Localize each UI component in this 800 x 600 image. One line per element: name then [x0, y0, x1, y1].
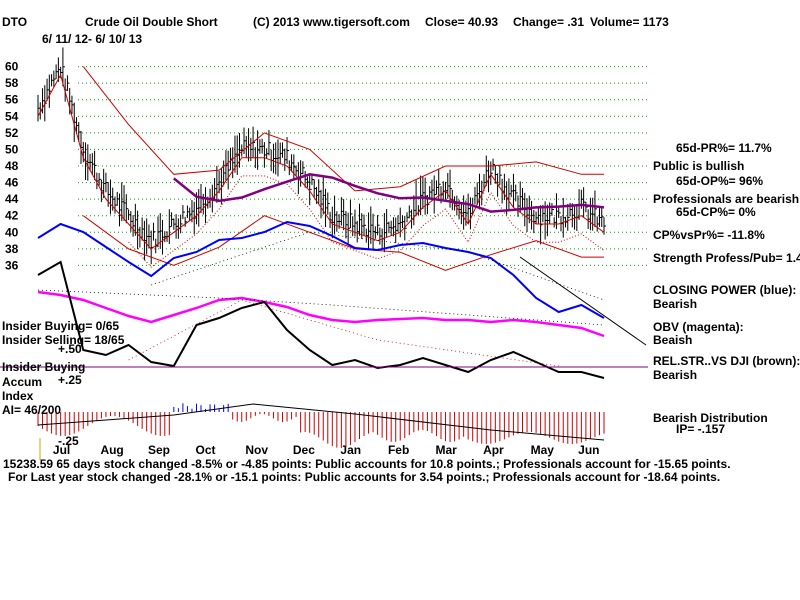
relative-strength-line: [37, 260, 605, 379]
y-tick-label: 52: [5, 126, 19, 140]
change-value: Change= .31: [513, 15, 585, 29]
trendline: [519, 256, 647, 346]
closing-power-line: [37, 220, 605, 319]
plus50-label: +.50: [58, 342, 82, 356]
short-band-line: [37, 73, 605, 250]
footer-lastyear: For Last year stock changed -28.1% or -1…: [8, 470, 721, 484]
x-tick-label: Aug: [100, 443, 123, 457]
close-value: Close= 40.93: [425, 15, 499, 29]
cpvspr-stat: CP%vsPr%= -11.8%: [653, 228, 765, 242]
x-tick-label: Jan: [340, 443, 361, 457]
stock-name: Crude Oil Double Short: [85, 15, 218, 29]
y-tick-label: 40: [5, 225, 19, 239]
x-tick-label: Apr: [483, 443, 504, 457]
minus25-label: -.25: [58, 434, 79, 448]
relstr-ma-line: [128, 299, 559, 367]
insider-buying-count: Insider Buying= 0/65: [2, 319, 120, 333]
ai-value: AI= 46/200: [2, 403, 62, 417]
y-tick-label: 46: [5, 176, 19, 190]
moving-average-line: [173, 173, 605, 213]
x-tick-label: Nov: [245, 443, 268, 457]
relstr-value: Bearish: [653, 368, 698, 382]
pr65-stat: 65d-PR%= 11.7%: [676, 141, 772, 155]
y-tick-label: 36: [5, 258, 19, 272]
insider-buying-label: Insider Buying: [2, 360, 86, 374]
x-tick-label: Mar: [436, 443, 458, 457]
cp-ma-line: [151, 231, 605, 301]
y-tick-label: 54: [5, 109, 19, 123]
volume-value: Volume= 1173: [590, 15, 669, 29]
x-tick-label: Jun: [578, 443, 599, 457]
y-tick-label: 60: [5, 60, 19, 74]
ip-value: IP= -.157: [676, 422, 726, 436]
strength-stat: Strength Profess/Pub= 1.4: [653, 251, 800, 265]
y-tick-label: 56: [5, 93, 19, 107]
copyright: (C) 2013 www.tigersoft.com: [253, 15, 410, 29]
ticker: DTO: [2, 15, 28, 29]
pro-status: Professionals are bearish: [653, 192, 800, 206]
public-status: Public is bullish: [653, 159, 745, 173]
obv-label: OBV (magenta):: [653, 320, 744, 334]
date-range: 6/ 11/ 12- 6/ 10/ 13: [42, 32, 143, 46]
obv-value: Beaish: [653, 333, 693, 347]
cp-label: CLOSING POWER (blue):: [653, 283, 797, 297]
obv-line: [37, 290, 605, 338]
x-tick-label: Oct: [196, 443, 216, 457]
y-tick-label: 58: [5, 76, 19, 90]
upper-band-line: [82, 66, 604, 192]
relstr-label: REL.STR..VS DJI (brown):: [653, 354, 800, 368]
x-tick-label: Feb: [388, 443, 409, 457]
y-tick-label: 38: [5, 242, 19, 256]
x-tick-label: Jul: [53, 443, 70, 457]
accum-label: Accum: [2, 375, 43, 389]
distribution-label: Bearish Distribution: [653, 411, 768, 425]
cp65-stat: 65d-CP%= 0%: [676, 205, 756, 219]
accum-ma-line: [37, 403, 605, 441]
x-tick-label: Sep: [148, 443, 170, 457]
x-tick-label: Dec: [293, 443, 315, 457]
y-tick-label: 48: [5, 159, 19, 173]
x-tick-label: May: [531, 443, 555, 457]
insider-selling-count: Insider Selling= 18/65: [2, 333, 125, 347]
y-tick-label: 42: [5, 209, 19, 223]
y-tick-label: 50: [5, 142, 19, 156]
y-tick-label: 44: [5, 192, 19, 206]
op65-stat: 65d-OP%= 96%: [676, 174, 764, 188]
footer-65day: 15238.59 65 days stock changed -8.5% or …: [3, 457, 731, 471]
index-label: Index: [2, 389, 34, 403]
cp-value: Bearish: [653, 297, 698, 311]
plus25-label: +.25: [58, 373, 82, 387]
